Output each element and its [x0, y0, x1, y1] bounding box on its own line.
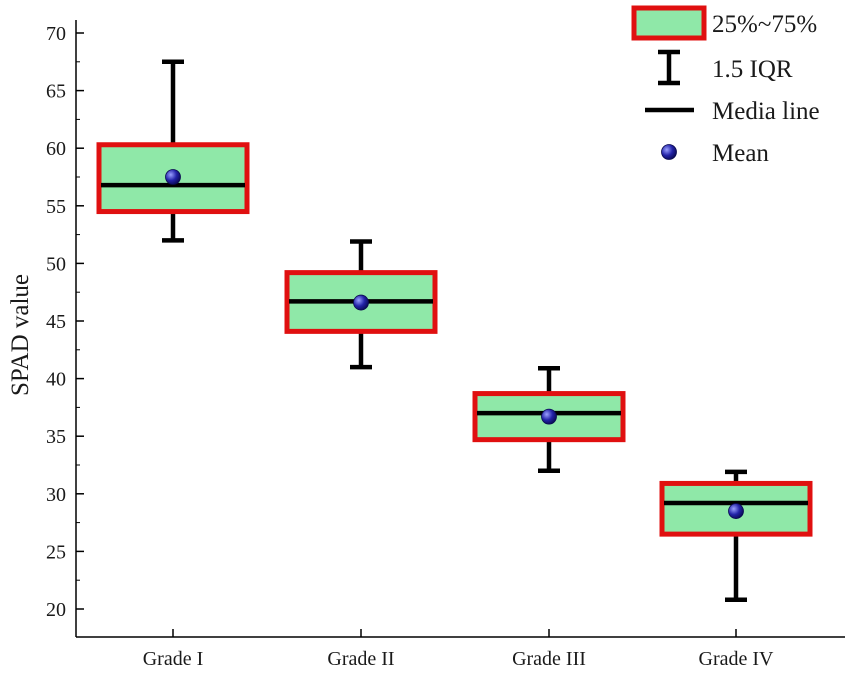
legend-entry-median: Media line [645, 98, 820, 125]
box-grade-iii: Grade III [472, 365, 626, 670]
x-tick-label: Grade III [512, 648, 586, 670]
y-tick-label-65: 65 [46, 81, 66, 103]
legend-label-box: 25%~75% [712, 11, 817, 38]
legend-label-mean: Mean [712, 140, 769, 167]
y-axis-title: SPAD value [7, 274, 34, 396]
x-tick-label: Grade IV [699, 648, 775, 670]
y-tick-label-40: 40 [46, 369, 66, 391]
box-grade-ii: Grade II [284, 239, 438, 670]
legend-label-median: Media line [712, 98, 820, 125]
legend-entry-box: 25%~75% [631, 5, 817, 41]
legend-mean-symbol [661, 144, 677, 160]
legend-entry-whisker: 1.5 IQR [658, 49, 793, 86]
y-tick-label-45: 45 [46, 311, 66, 333]
x-tick-label: Grade II [327, 648, 394, 670]
y-tick-label-55: 55 [46, 196, 66, 218]
mean-dot [728, 503, 744, 519]
legend-label-whisker: 1.5 IQR [712, 56, 793, 83]
y-tick-label-30: 30 [46, 484, 66, 506]
y-tick-label-25: 25 [46, 541, 66, 563]
mean-dot [541, 408, 557, 425]
plot-area: 20 25 30 35 40 45 50 55 60 65 70 Grade I Grade II Gra… [46, 20, 845, 670]
mean-dot [165, 169, 181, 185]
y-tick-label-35: 35 [46, 426, 66, 448]
box-grade-iv: Grade IV [659, 469, 813, 670]
mean-dot [353, 294, 369, 311]
y-tick-label-70: 70 [46, 23, 66, 45]
box-grade-i: Grade I [96, 59, 250, 670]
y-tick-label-20: 20 [46, 599, 66, 621]
y-tick-label-60: 60 [46, 138, 66, 160]
x-tick-label: Grade I [143, 648, 204, 670]
legend-entry-mean: Mean [661, 140, 769, 167]
legend-box-symbol [631, 5, 707, 41]
y-tick-label-50: 50 [46, 253, 66, 275]
legend: 25%~75% 1.5 IQR Media line Mean [631, 5, 820, 167]
